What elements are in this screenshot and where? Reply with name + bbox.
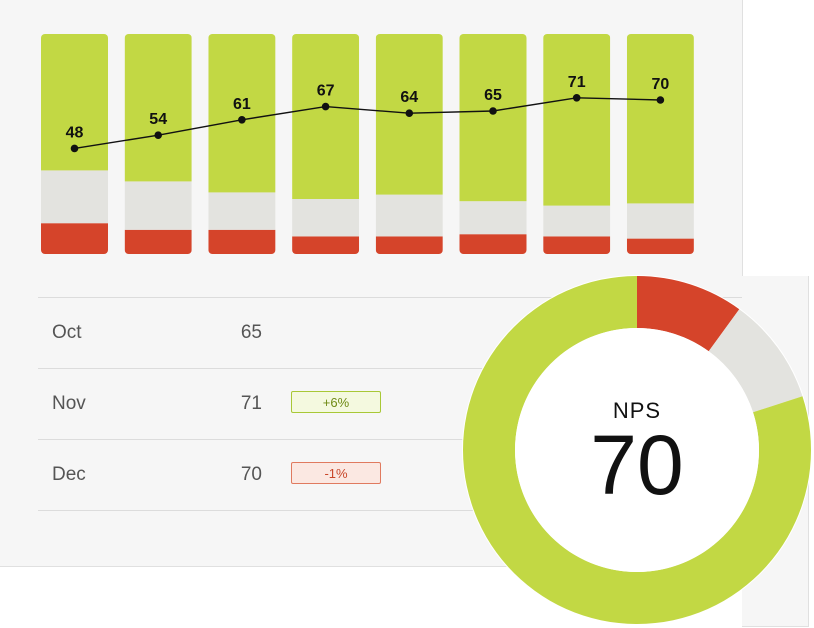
- nps-point: [154, 131, 162, 139]
- bar-segment-detractors: [41, 223, 108, 254]
- change-badge: -1%: [291, 462, 381, 484]
- bar-segment-detractors: [292, 236, 360, 254]
- bar-segment-promoters: [626, 34, 694, 204]
- table-row: Oct 65: [38, 297, 742, 368]
- bar-segment-detractors: [459, 234, 527, 254]
- nps-point-label: 64: [400, 89, 418, 106]
- bar-segment-promoters: [543, 34, 611, 206]
- nps-point-label: 71: [568, 74, 586, 91]
- nps-score: 71: [240, 393, 262, 414]
- donut-slice-passives: [708, 309, 803, 413]
- bar-segment-passives: [208, 192, 276, 230]
- nps-point: [321, 102, 330, 111]
- bar-segment-passives: [292, 199, 360, 237]
- nps-point-label: 61: [233, 96, 251, 113]
- nps-point: [405, 109, 414, 117]
- nps-score: 70: [240, 464, 262, 485]
- bar-stack: [124, 34, 192, 254]
- bar-segment-passives: [124, 181, 192, 230]
- bar-stack: [626, 34, 694, 254]
- nps-point: [70, 144, 79, 153]
- bar-segment-passives: [459, 201, 527, 235]
- nps-point-label: 67: [317, 83, 335, 100]
- bar-stack: [292, 34, 360, 254]
- bar-segment-detractors: [208, 229, 276, 254]
- bar-segment-promoters: [124, 34, 192, 182]
- nps-point-label: 65: [484, 87, 502, 104]
- table-row: Dec 70 -1%: [38, 439, 742, 511]
- nps-score: 65: [240, 322, 262, 343]
- bar-stack: [459, 34, 527, 254]
- donut-center-label: NPS: [612, 398, 662, 423]
- donut-center-value: 70: [590, 418, 684, 512]
- table-row: Nov 71 +6%: [38, 368, 742, 439]
- bar-segment-detractors: [124, 229, 192, 254]
- bar-segment-detractors: [543, 236, 611, 254]
- donut-slice-detractors: [637, 276, 740, 352]
- bar-segment-promoters: [208, 34, 276, 193]
- bar-segment-passives: [543, 205, 611, 237]
- nps-point: [238, 116, 246, 124]
- bar-segment-passives: [375, 194, 443, 237]
- month-label: Dec: [52, 464, 86, 485]
- nps-point-label: 70: [652, 76, 670, 93]
- nps-point: [572, 94, 581, 102]
- month-label: Oct: [52, 322, 82, 343]
- nps-trend-line: [74, 97, 661, 150]
- change-badge: +6%: [291, 391, 381, 413]
- nps-point: [489, 107, 497, 115]
- bar-segment-detractors: [375, 236, 443, 254]
- nps-point-label: 54: [149, 111, 167, 128]
- bar-stack: [41, 34, 108, 254]
- bar-segment-promoters: [459, 34, 527, 202]
- bar-stack: [208, 34, 276, 254]
- monthly-nps-table: Oct 65 Nov 71 +6% Dec 70 -1%: [38, 297, 742, 511]
- bar-segment-passives: [41, 170, 108, 224]
- bar-segment-detractors: [626, 238, 694, 254]
- donut-hole: [515, 328, 759, 572]
- bar-stack: [543, 34, 611, 254]
- donut-slice-promoters: [463, 276, 811, 624]
- bar-segment-passives: [626, 203, 694, 239]
- bar-segment-promoters: [292, 34, 360, 199]
- nps-point: [656, 96, 665, 104]
- nps-bar-chart: 48 54 61 67 64 65 71 70: [41, 34, 694, 254]
- nps-point-label: 48: [66, 124, 84, 141]
- month-label: Nov: [52, 393, 86, 414]
